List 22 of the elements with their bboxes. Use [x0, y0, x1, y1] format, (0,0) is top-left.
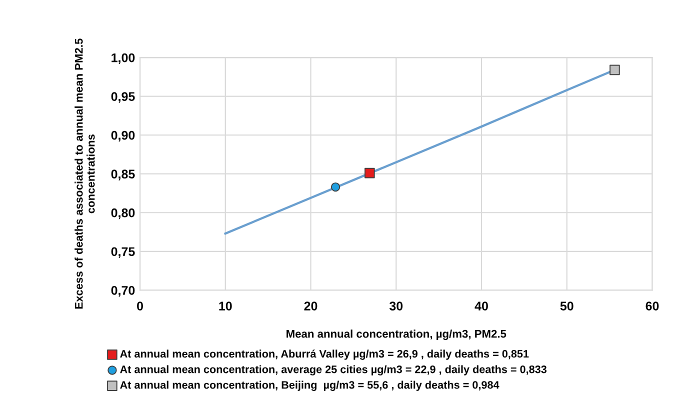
- point: [610, 64, 620, 76]
- x-tick-label: 30: [389, 302, 403, 310]
- y-axis-title: Excess of deaths associated to annual mean PM2.5 concentrations: [74, 38, 95, 309]
- legend-label: At annual mean concentration, Beijing µg/m3 = 55,6 , daily deaths = 0,984: [120, 380, 500, 391]
- x-axis-title: Mean annual concentration, µg/m3, PM2.5: [286, 330, 506, 340]
- legend-label: At annual mean concentration, average 25 cities µg/m3 = 22,9 , daily deaths = 0,833: [120, 365, 547, 376]
- y-tick-label: 0,90: [111, 130, 135, 142]
- x-tick-label: 20: [304, 302, 318, 310]
- x-tick-label: 40: [474, 302, 488, 310]
- y-tick-label: 1,00: [112, 53, 135, 64]
- x-tick-label: 50: [560, 302, 574, 310]
- point: [364, 168, 375, 178]
- point: [330, 182, 340, 192]
- y-tick-label: 0,75: [111, 247, 135, 258]
- x-tick-label: 10: [219, 302, 232, 310]
- x-tick-label: 60: [646, 302, 659, 310]
- y-tick-label: 0,95: [111, 92, 135, 103]
- y-tick-label: 0,80: [111, 208, 135, 220]
- y-tick-label: 0,70: [111, 286, 135, 297]
- legend-label: At annual mean concentration, Aburrá Valley µg/m3 = 26,9 , daily deaths = 0,851: [120, 350, 529, 360]
- y-tick-label: 0,85: [111, 170, 135, 180]
- x-tick-label: 0: [137, 302, 143, 310]
